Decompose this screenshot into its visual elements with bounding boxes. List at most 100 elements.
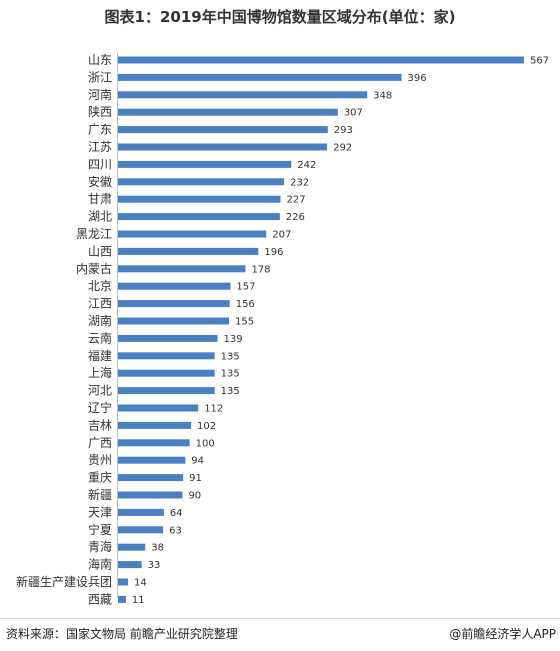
bar bbox=[118, 73, 402, 81]
value-label: 90 bbox=[188, 491, 201, 502]
bar bbox=[118, 247, 259, 255]
bar bbox=[118, 578, 129, 586]
value-label: 178 bbox=[251, 264, 270, 275]
value-label: 64 bbox=[170, 508, 183, 519]
category-label: 河北 bbox=[88, 384, 112, 398]
category-label: 广东 bbox=[88, 123, 112, 137]
category-label: 重庆 bbox=[88, 471, 112, 485]
category-label: 新疆 bbox=[88, 487, 112, 502]
category-label: 海南 bbox=[88, 557, 112, 572]
value-label: 567 bbox=[530, 56, 549, 67]
category-label: 浙江 bbox=[88, 70, 112, 84]
bar bbox=[118, 404, 199, 412]
bar bbox=[118, 595, 126, 603]
category-label: 江西 bbox=[88, 297, 112, 311]
value-label: 196 bbox=[264, 247, 283, 258]
bar bbox=[118, 456, 186, 464]
bar bbox=[118, 213, 280, 221]
value-label: 139 bbox=[224, 334, 243, 345]
category-label: 西藏 bbox=[88, 592, 112, 606]
footer-divider bbox=[0, 618, 560, 619]
category-label: 新疆生产建设兵团 bbox=[16, 574, 112, 589]
value-label: 227 bbox=[287, 195, 306, 206]
value-label: 33 bbox=[148, 560, 161, 571]
value-label: 94 bbox=[191, 456, 204, 467]
category-label: 宁夏 bbox=[88, 522, 112, 537]
category-label: 黑龙江 bbox=[76, 227, 112, 241]
app-credit: @前瞻经济学人APP bbox=[449, 627, 556, 641]
bar bbox=[118, 282, 231, 290]
value-label: 135 bbox=[221, 351, 240, 362]
bar bbox=[118, 317, 229, 325]
value-label: 135 bbox=[221, 386, 240, 397]
value-label: 307 bbox=[344, 108, 363, 119]
category-label: 福建 bbox=[88, 348, 112, 363]
bar bbox=[118, 160, 292, 168]
category-label: 吉林 bbox=[88, 418, 112, 432]
value-label: 292 bbox=[333, 143, 352, 154]
category-label: 贵州 bbox=[88, 453, 112, 467]
bar bbox=[118, 369, 215, 377]
value-label: 232 bbox=[290, 177, 309, 188]
value-label: 100 bbox=[196, 438, 215, 449]
value-label: 155 bbox=[235, 317, 254, 328]
value-label: 207 bbox=[272, 230, 291, 241]
bar bbox=[118, 543, 146, 551]
chart-title: 图表1：2019年中国博物馆数量区域分布(单位：家) bbox=[104, 8, 456, 26]
bar bbox=[118, 439, 190, 447]
category-label: 上海 bbox=[88, 365, 112, 380]
value-label: 156 bbox=[236, 299, 255, 310]
bar bbox=[118, 178, 285, 186]
value-label: 226 bbox=[286, 212, 305, 223]
value-label: 157 bbox=[236, 282, 255, 293]
value-label: 91 bbox=[189, 473, 202, 484]
value-label: 112 bbox=[204, 404, 223, 415]
value-label: 293 bbox=[334, 125, 353, 136]
bar bbox=[118, 421, 192, 429]
category-label: 陕西 bbox=[88, 104, 112, 119]
value-label: 396 bbox=[408, 73, 427, 84]
value-label: 38 bbox=[151, 543, 164, 554]
bar bbox=[118, 387, 215, 395]
footer: 资料来源：国家文物局 前瞻产业研究院整理 @前瞻经济学人APP bbox=[0, 622, 560, 644]
bar bbox=[118, 334, 218, 342]
value-label: 135 bbox=[221, 369, 240, 380]
bar-chart: 山东 567 浙江 396 河南 348 陕西 307 广东 293 江苏 292 四川 242 安徽 232… bbox=[16, 53, 549, 606]
category-label: 山东 bbox=[88, 53, 112, 67]
category-label: 安徽 bbox=[88, 174, 112, 189]
category-label: 青海 bbox=[88, 539, 112, 554]
category-label: 山西 bbox=[88, 244, 112, 258]
value-label: 63 bbox=[169, 525, 182, 536]
bar bbox=[118, 56, 524, 64]
bar bbox=[118, 108, 338, 116]
category-label: 辽宁 bbox=[88, 400, 112, 415]
category-label: 河南 bbox=[88, 87, 112, 102]
value-label: 348 bbox=[373, 90, 392, 101]
category-label: 甘肃 bbox=[88, 192, 112, 206]
bar bbox=[118, 508, 164, 516]
category-label: 江苏 bbox=[88, 140, 112, 154]
bar bbox=[118, 265, 246, 273]
category-label: 云南 bbox=[88, 330, 112, 345]
value-label: 14 bbox=[134, 578, 147, 589]
category-label: 内蒙古 bbox=[76, 261, 112, 276]
bar bbox=[118, 300, 230, 308]
category-label: 天津 bbox=[88, 505, 112, 519]
category-label: 湖北 bbox=[88, 209, 112, 224]
category-label: 广西 bbox=[88, 436, 112, 450]
bar bbox=[118, 195, 281, 203]
bar bbox=[118, 91, 368, 99]
value-label: 11 bbox=[132, 595, 145, 606]
category-label: 湖南 bbox=[88, 313, 112, 328]
bar bbox=[118, 230, 267, 238]
value-label: 242 bbox=[297, 160, 316, 171]
source-note: 资料来源：国家文物局 前瞻产业研究院整理 bbox=[6, 627, 238, 641]
category-label: 北京 bbox=[88, 279, 112, 293]
bar bbox=[118, 474, 184, 482]
value-label: 102 bbox=[197, 421, 216, 432]
bar bbox=[118, 491, 183, 499]
bar bbox=[118, 126, 328, 134]
bar bbox=[118, 526, 164, 534]
bar bbox=[118, 561, 142, 569]
bar bbox=[118, 352, 215, 360]
